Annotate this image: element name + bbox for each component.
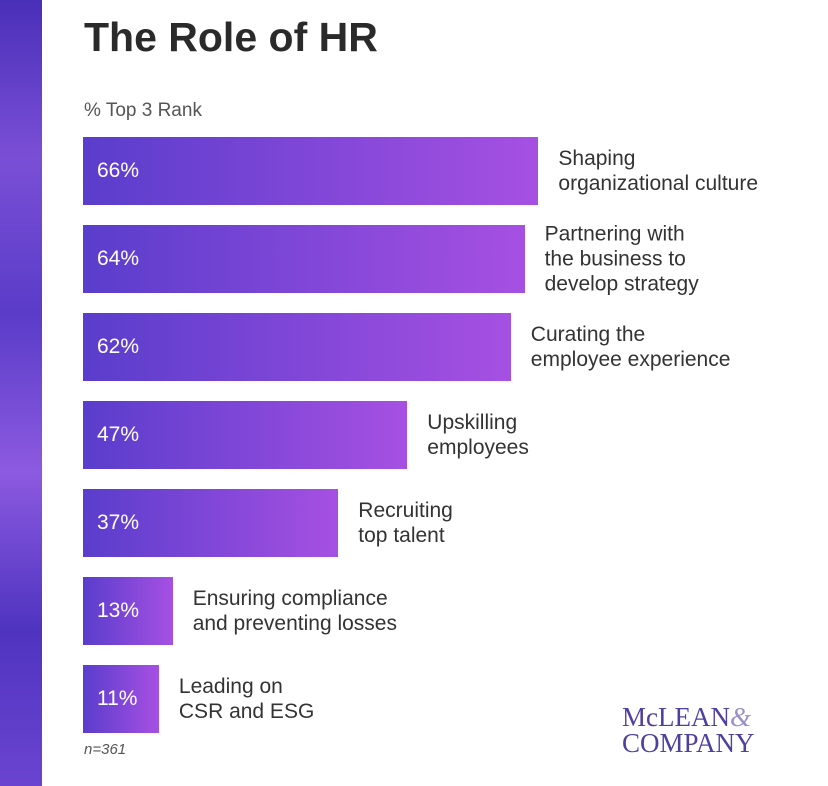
logo-text: COMPANY — [622, 728, 755, 758]
category-label: Ensuring compliance and preventing losse… — [192, 587, 397, 635]
logo-amp: & — [729, 702, 751, 732]
bar: 64% — [83, 225, 525, 293]
category-label: Partnering with the business to develop … — [544, 222, 699, 296]
chart-title: The Role of HR — [84, 14, 378, 60]
value-label: 47% — [97, 423, 140, 446]
bar: 37% — [83, 489, 339, 557]
footnote: n=361 — [84, 741, 127, 758]
bar: 11% — [83, 665, 159, 733]
value-label: 37% — [97, 511, 140, 534]
side-strip — [0, 0, 42, 786]
value-label: 66% — [97, 159, 140, 182]
value-label: 62% — [97, 335, 140, 358]
logo: McLEAN& COMPANY — [622, 702, 755, 758]
category-label: Leading on CSR and ESG — [178, 675, 315, 723]
bar: 47% — [83, 401, 408, 469]
chart-subtitle: % Top 3 Rank — [84, 100, 202, 121]
category-label: Shaping organizational culture — [558, 147, 759, 195]
logo-text: McLEAN — [622, 702, 730, 732]
bar: 13% — [83, 577, 173, 645]
value-label: 13% — [97, 599, 140, 622]
category-label: Upskilling employees — [427, 411, 529, 459]
category-label: Curating the employee experience — [530, 323, 731, 371]
bar: 66% — [83, 137, 539, 205]
value-label: 64% — [97, 247, 140, 270]
category-label: Recruiting top talent — [358, 499, 453, 547]
value-label: 11% — [97, 687, 138, 710]
bar: 62% — [83, 313, 511, 381]
